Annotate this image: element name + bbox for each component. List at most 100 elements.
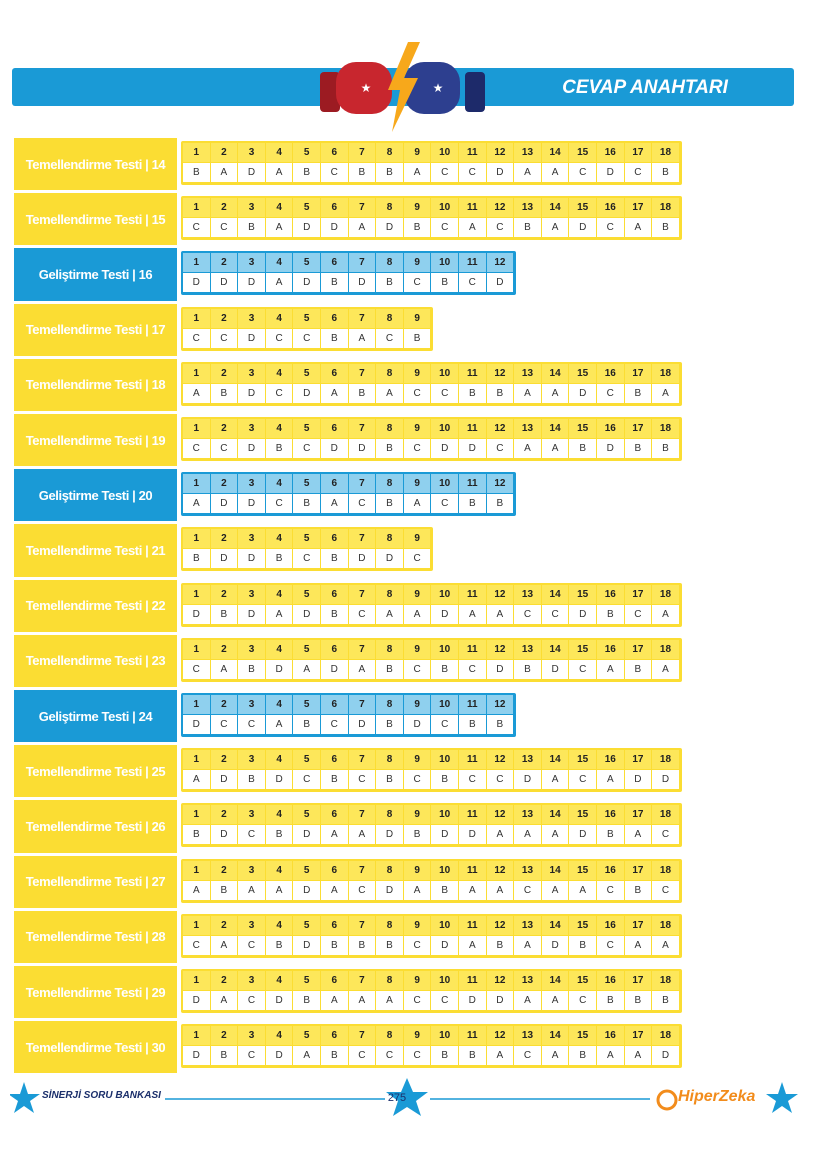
question-number: 8 xyxy=(376,584,403,604)
question-number: 6 xyxy=(321,529,348,549)
question-number: 15 xyxy=(569,915,596,935)
answer: C xyxy=(265,328,293,348)
question-number: 9 xyxy=(403,695,431,714)
answer: C xyxy=(569,770,596,790)
answer: A xyxy=(652,935,679,955)
answer: C xyxy=(348,880,376,900)
question-number: 12 xyxy=(486,253,514,273)
answer: C xyxy=(597,880,624,900)
question-number: 8 xyxy=(376,143,403,162)
question-number: 1 xyxy=(183,971,210,990)
question-number: 12 xyxy=(486,198,514,218)
answer: C xyxy=(293,328,320,348)
question-number: 3 xyxy=(238,805,265,825)
answer: C xyxy=(431,494,458,514)
answer: C xyxy=(486,439,514,458)
footer-book: SİNERJİ SORU BANKASI xyxy=(42,1090,161,1101)
answer: A xyxy=(265,273,293,293)
question-number: 5 xyxy=(293,529,320,549)
question-number: 3 xyxy=(238,419,265,438)
question-number: 14 xyxy=(541,750,569,770)
answer: D xyxy=(183,991,210,1010)
answer: B xyxy=(376,770,403,790)
answer: B xyxy=(459,715,486,734)
answer: A xyxy=(348,218,376,238)
answer: C xyxy=(238,825,265,845)
answer: A xyxy=(265,163,293,182)
question-number: 4 xyxy=(265,474,293,494)
question-number: 11 xyxy=(459,750,486,770)
answer: B xyxy=(348,935,376,955)
question-number: 5 xyxy=(293,253,320,273)
question-number: 4 xyxy=(265,971,293,990)
question-number: 7 xyxy=(348,1026,376,1046)
test-label: Temellendirme Testi | 22 xyxy=(14,579,177,632)
answer: A xyxy=(652,659,679,679)
answer: B xyxy=(238,218,265,238)
test-label: Temellendirme Testi | 17 xyxy=(14,303,177,356)
answer: B xyxy=(431,880,458,900)
question-number: 4 xyxy=(265,750,293,770)
question-number: 1 xyxy=(183,143,210,162)
answer: D xyxy=(293,880,320,900)
answer: A xyxy=(541,163,569,182)
answer: B xyxy=(652,439,679,458)
answer: B xyxy=(238,659,265,679)
answer: C xyxy=(431,383,458,403)
question-number: 10 xyxy=(431,584,458,604)
answer: B xyxy=(210,880,238,900)
answer: A xyxy=(541,383,569,403)
answer: B xyxy=(431,1046,458,1066)
answer: B xyxy=(403,825,431,845)
answer: A xyxy=(486,604,514,624)
answer: D xyxy=(569,604,596,624)
answer: B xyxy=(376,273,403,293)
answer: B xyxy=(624,383,652,403)
question-number: 2 xyxy=(210,750,238,770)
answer: A xyxy=(514,383,541,403)
question-number: 12 xyxy=(486,750,514,770)
answer: C xyxy=(403,273,431,293)
answer: C xyxy=(459,163,486,182)
answer: D xyxy=(265,770,293,790)
answer: B xyxy=(652,991,679,1010)
answer: B xyxy=(624,439,652,458)
answer: B xyxy=(652,218,679,238)
answer: C xyxy=(348,604,376,624)
question-number: 8 xyxy=(376,805,403,825)
question-number: 17 xyxy=(624,419,652,438)
question-number: 4 xyxy=(265,308,293,328)
question-number: 14 xyxy=(541,915,569,935)
answer: C xyxy=(183,218,210,238)
question-number: 3 xyxy=(238,529,265,549)
question-number: 18 xyxy=(652,750,679,770)
answer: B xyxy=(321,549,348,569)
question-number: 5 xyxy=(293,971,320,990)
gloves-icon: ★ ★ xyxy=(320,42,485,132)
answer: A xyxy=(210,935,238,955)
question-number: 14 xyxy=(541,1026,569,1046)
answer: B xyxy=(321,273,348,293)
question-number: 14 xyxy=(541,639,569,659)
test-label: Temellendirme Testi | 26 xyxy=(14,800,177,853)
question-number: 14 xyxy=(541,805,569,825)
answer: B xyxy=(265,935,293,955)
question-number: 6 xyxy=(321,695,348,714)
question-number: 5 xyxy=(293,143,320,162)
answer: C xyxy=(459,273,486,293)
answer: C xyxy=(431,991,458,1010)
answer: B xyxy=(486,383,514,403)
answer: A xyxy=(541,218,569,238)
question-number: 18 xyxy=(652,363,679,383)
answer: B xyxy=(652,163,679,182)
answer: C xyxy=(514,880,541,900)
question-number: 2 xyxy=(210,695,238,714)
question-number: 11 xyxy=(459,860,486,880)
question-number: 7 xyxy=(348,419,376,438)
answer: C xyxy=(348,770,376,790)
question-number: 5 xyxy=(293,750,320,770)
question-number: 13 xyxy=(514,971,541,990)
answer: B xyxy=(459,1046,486,1066)
answer: C xyxy=(376,1046,403,1066)
answer: C xyxy=(569,991,596,1010)
